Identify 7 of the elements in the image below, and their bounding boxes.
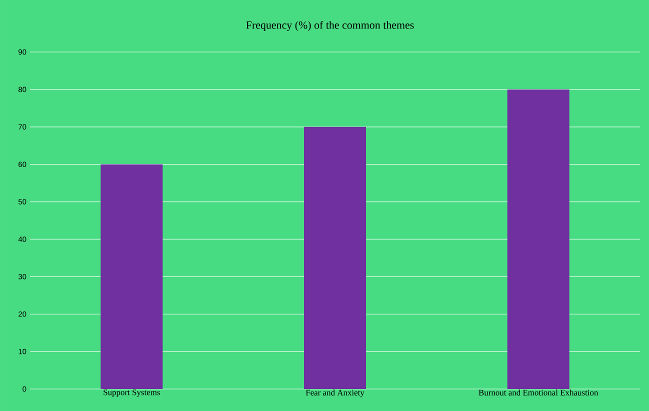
x-tick-label: Support Systems bbox=[104, 390, 160, 397]
chart-title: Frequency (%) of the common themes bbox=[246, 20, 414, 32]
x-tick-label: Fear and Anxiety bbox=[306, 390, 364, 398]
bar bbox=[304, 126, 366, 389]
bar bbox=[507, 89, 570, 389]
x-tick-label: Burnout and Emotional Exhaustion bbox=[478, 390, 598, 396]
bar bbox=[100, 164, 163, 389]
